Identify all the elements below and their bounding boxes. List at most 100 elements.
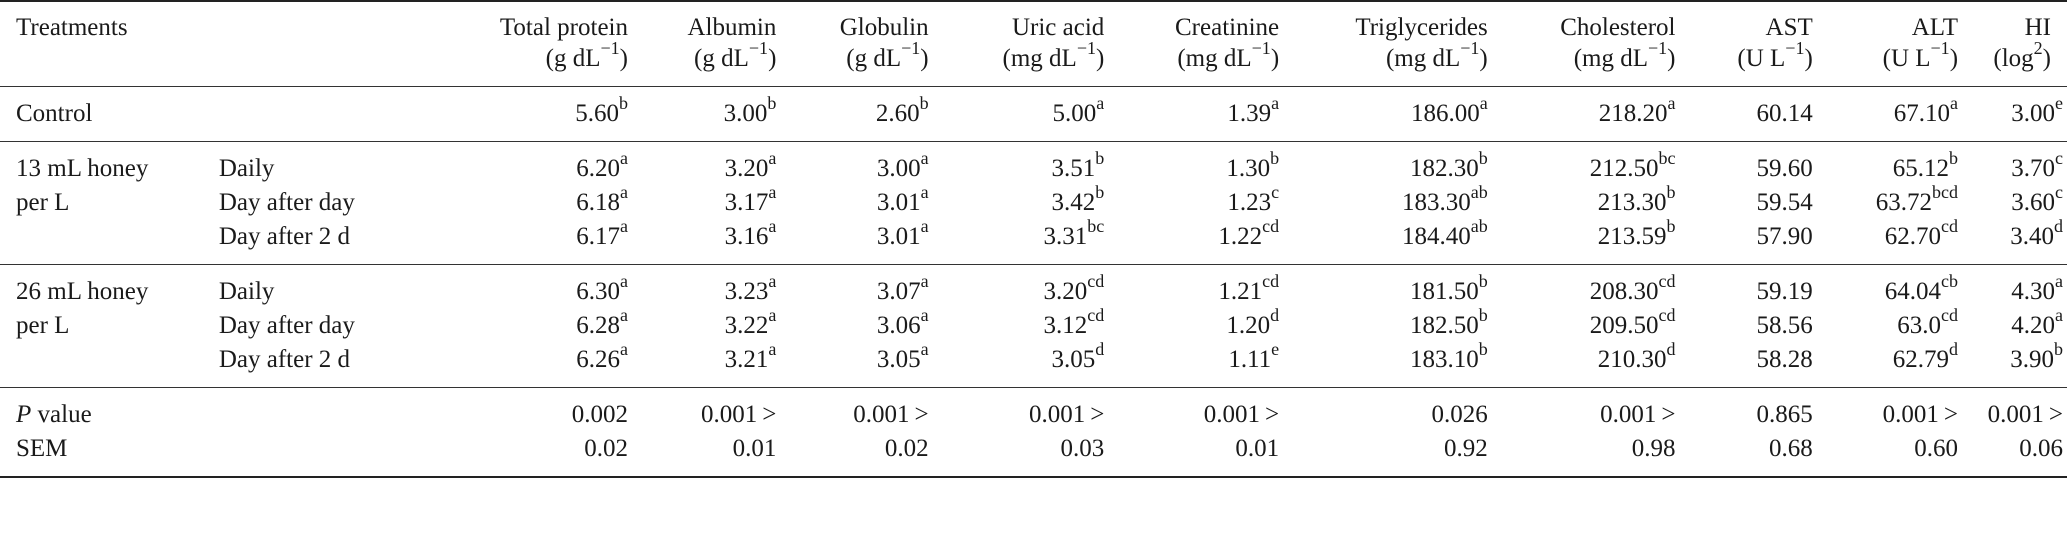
cell-value: 183.30 bbox=[1401, 189, 1471, 216]
significance-letter: a bbox=[768, 147, 777, 168]
schedule-label bbox=[214, 86, 411, 142]
cell-value: 213.59 bbox=[1597, 223, 1667, 250]
table-cell: 6.30a bbox=[410, 264, 632, 309]
significance-letter: cd bbox=[1087, 304, 1105, 325]
cell-value: 3.21 bbox=[724, 346, 769, 373]
significance-letter: a bbox=[768, 270, 777, 291]
header-name: Creatinine bbox=[1175, 14, 1280, 41]
stat-value: 0.03 bbox=[932, 432, 1109, 478]
cell-value: 3.20 bbox=[724, 155, 769, 182]
cell-value: 64.04 bbox=[1884, 278, 1942, 305]
significance-letter: a bbox=[1479, 92, 1488, 113]
cell-value: 65.12 bbox=[1892, 155, 1950, 182]
significance-letter: b bbox=[1095, 147, 1105, 168]
significance-letter: e bbox=[2055, 92, 2063, 113]
table-cell: 5.60b bbox=[410, 86, 632, 142]
cell-value: 3.20 bbox=[1043, 278, 1088, 305]
cell-value: 5.60 bbox=[575, 100, 619, 127]
cell-value: 3.01 bbox=[876, 189, 921, 216]
table-cell: 1.39a bbox=[1108, 86, 1284, 142]
header-unit: (mg dL−1) bbox=[1385, 37, 1488, 72]
serum-biochemistry-table: Treatments Total protein (g dL−1) Albumin (g… bbox=[0, 0, 2067, 478]
significance-letter: cd bbox=[1941, 215, 1959, 236]
header-unit: (g dL−1) bbox=[694, 37, 777, 72]
significance-letter: a bbox=[2055, 304, 2063, 325]
table-cell: 3.00b bbox=[631, 86, 781, 142]
table-row: Day after 2 d 6.17a 3.16a 3.01a 3.31bc 1.22cd… bbox=[0, 217, 2067, 265]
table-cell: 3.90b bbox=[1962, 340, 2067, 388]
header-total-protein: Total protein (g dL−1) bbox=[410, 0, 632, 87]
stat-value: 0.001 > bbox=[1108, 387, 1284, 432]
significance-letter: cd bbox=[1262, 215, 1280, 236]
header-unit: (mg dL−1) bbox=[1002, 37, 1105, 72]
header-triglycerides: Triglycerides (mg dL−1) bbox=[1283, 0, 1492, 87]
significance-letter: bcd bbox=[1932, 181, 1959, 202]
cell-value: 3.31 bbox=[1043, 223, 1088, 250]
cell-value: 1.22 bbox=[1218, 223, 1263, 250]
cell-value: 210.30 bbox=[1597, 346, 1667, 373]
cell-value: 3.16 bbox=[724, 223, 769, 250]
stat-value: 0.001 > bbox=[1816, 387, 1963, 432]
table-row: per L Day after day 6.28a 3.22a 3.06a 3.12cd 1… bbox=[0, 306, 2067, 343]
significance-letter: a bbox=[920, 304, 929, 325]
stats-row: SEM 0.02 0.01 0.02 0.03 0.01 0.92 0.98 0.68 0.60 0… bbox=[0, 432, 2067, 478]
table-cell: 1.20d bbox=[1108, 306, 1283, 343]
header-hi: HI (log2) bbox=[1962, 0, 2067, 87]
table-cell: 218.20a bbox=[1491, 86, 1680, 142]
table-cell: 182.30b bbox=[1283, 141, 1492, 186]
table-cell: 1.30b bbox=[1108, 141, 1284, 186]
table-row: Day after 2 d 6.26a 3.21a 3.05a 3.05d 1.11e 18… bbox=[0, 340, 2067, 388]
significance-letter: c bbox=[2055, 181, 2063, 202]
header-unit: (mg dL−1) bbox=[1573, 37, 1676, 72]
significance-letter: a bbox=[1950, 92, 1959, 113]
header-row: Treatments Total protein (g dL−1) Albumin (g… bbox=[0, 0, 2067, 87]
table-cell: 4.20a bbox=[1962, 306, 2067, 343]
table-cell: 6.26a bbox=[410, 340, 632, 388]
cell-value: 6.28 bbox=[576, 312, 620, 339]
cell-value: 186.00 bbox=[1410, 100, 1480, 127]
stat-value: 0.02 bbox=[410, 432, 632, 478]
table-row: Control 5.60b 3.00b 2.60b 5.00a 1.39a 186.00a 2… bbox=[0, 86, 2067, 142]
significance-letter: b bbox=[1270, 147, 1280, 168]
schedule-label: Daily bbox=[214, 141, 411, 186]
cell-value: 59.54 bbox=[1756, 189, 1813, 216]
significance-letter: b bbox=[618, 92, 628, 113]
table-cell: 3.05a bbox=[780, 340, 932, 388]
treatment-label: 26 mL honey bbox=[0, 264, 215, 309]
table-cell: 58.56 bbox=[1679, 309, 1816, 343]
cell-value: 3.17 bbox=[724, 189, 769, 216]
header-name: Albumin bbox=[687, 14, 777, 41]
significance-letter: b bbox=[1478, 147, 1488, 168]
table-cell: 5.00a bbox=[932, 86, 1109, 142]
cell-value: 3.51 bbox=[1051, 155, 1096, 182]
table-cell: 184.40ab bbox=[1283, 217, 1492, 265]
table-cell: 3.42b bbox=[933, 183, 1109, 220]
table-cell: 3.40d bbox=[1962, 217, 2067, 265]
table-cell: 4.30a bbox=[1962, 264, 2067, 309]
table-cell: 3.51b bbox=[932, 141, 1109, 186]
significance-letter: a bbox=[619, 181, 628, 202]
table-row: per L Day after day 6.18a 3.17a 3.01a 3.42b 1.… bbox=[0, 183, 2067, 220]
stat-value: 0.002 bbox=[410, 387, 632, 432]
stat-label-text: SEM bbox=[16, 435, 68, 462]
significance-letter: d bbox=[2054, 215, 2063, 236]
table-cell: 3.07a bbox=[780, 264, 933, 309]
table-cell: 57.90 bbox=[1679, 220, 1816, 265]
stat-label-text: value bbox=[31, 401, 92, 428]
cell-value: 3.90 bbox=[2010, 346, 2054, 373]
cell-value: 6.26 bbox=[576, 346, 620, 373]
table-cell: 58.28 bbox=[1679, 343, 1816, 388]
cell-value: 3.07 bbox=[876, 278, 921, 305]
stats-row: P value 0.002 0.001 >0.001 >0.001 >0.001 >… bbox=[0, 387, 2067, 432]
stat-label: SEM bbox=[0, 432, 411, 478]
significance-letter: cd bbox=[1941, 304, 1959, 325]
cell-value: 3.06 bbox=[876, 312, 921, 339]
cell-value: 209.50 bbox=[1589, 312, 1659, 339]
cell-value: 3.00 bbox=[2011, 100, 2055, 127]
cell-value: 3.70 bbox=[2011, 155, 2055, 182]
significance-letter: a bbox=[768, 181, 777, 202]
header-unit: (U L−1) bbox=[1737, 37, 1813, 72]
cell-value: 182.30 bbox=[1409, 155, 1479, 182]
stat-value: 0.001 > bbox=[1962, 387, 2067, 432]
